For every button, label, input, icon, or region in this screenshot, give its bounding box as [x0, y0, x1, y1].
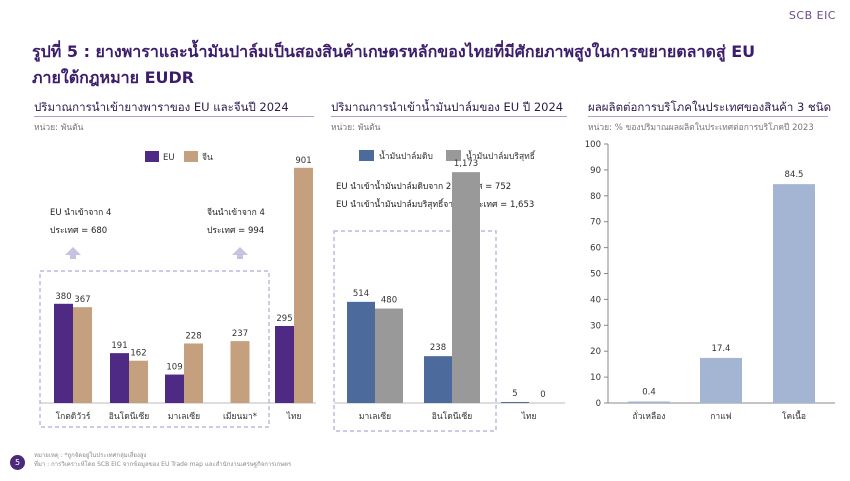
- bar-rubber-eu-1: [110, 353, 129, 403]
- y-tick-label-8: 80: [590, 192, 601, 202]
- value-label-rubber-china-3: 237: [232, 329, 248, 339]
- brand-logo: SCB EIC: [788, 9, 836, 22]
- legend-swatch-china: [184, 151, 198, 162]
- y-tick-label-0: 0: [596, 399, 601, 409]
- panel3-divider: [588, 116, 828, 117]
- annotation-china-line2: ประเทศ = 994: [207, 226, 264, 236]
- bar-palm-crude-2: [501, 402, 529, 403]
- bar-self-sufficiency-2: [773, 184, 815, 403]
- bar-rubber-eu-0: [54, 303, 73, 403]
- bar-self-sufficiency-1: [700, 357, 742, 403]
- y-tick-label-9: 90: [590, 166, 601, 176]
- category-label-palm-1: อินโดนีเซีย: [432, 411, 472, 422]
- value-label-rubber-eu-4: 295: [276, 314, 292, 324]
- category-label-rubber-2: มาเลเซีย: [168, 411, 200, 422]
- arrow-stem-eu: [70, 255, 76, 259]
- value-label-rubber-eu-1: 191: [111, 341, 127, 351]
- bar-rubber-china-2: [184, 343, 203, 403]
- bar-palm-crude-1: [424, 356, 452, 403]
- y-tick-label-10: 100: [585, 140, 601, 150]
- value-label-palm-refined-0: 480: [381, 296, 397, 306]
- value-label-rubber-china-4: 901: [295, 156, 311, 166]
- panel1-divider: [34, 116, 314, 117]
- category-label-self-sufficiency-0: ถั่วเหลือง: [633, 410, 666, 422]
- category-label-rubber-1: อินโดนีเซีย: [109, 411, 149, 422]
- y-tick-label-7: 70: [590, 218, 601, 228]
- highlight-box-rubber: [39, 270, 270, 428]
- panel3-title: ผลผลิตต่อการบริโภคในประเทศของสินค้า 3 ชน…: [588, 100, 832, 114]
- value-label-palm-crude-0: 514: [353, 289, 369, 299]
- page-title-line2: ภายใต้กฎหมาย EUDR: [32, 68, 195, 87]
- value-label-rubber-eu-2: 109: [166, 363, 182, 373]
- value-label-rubber-china-2: 228: [185, 331, 201, 341]
- bar-palm-refined-1: [452, 172, 480, 403]
- legend-label-crude: น้ำมันปาล์มดิบ: [379, 150, 433, 162]
- panel2-title: ปริมาณการนำเข้าน้ำมันปาล์มของ EU ปี 2024: [331, 100, 564, 114]
- legend-swatch-refined: [446, 150, 461, 161]
- category-label-rubber-3: เมียนมา*: [223, 411, 257, 422]
- bar-palm-refined-0: [375, 308, 403, 403]
- footnote-note: หมายเหตุ : *ถูกจัดอยู่ในประเทศกลุ่มเสี่ย…: [34, 452, 147, 459]
- page-title-line1: รูปที่ 5 : ยางพาราและน้ำมันปาล์มเป็นสองส…: [32, 42, 756, 61]
- value-label-palm-refined-2: 0: [540, 390, 545, 400]
- category-label-palm-2: ไทย: [521, 411, 537, 422]
- value-label-self-sufficiency-1: 17.4: [712, 344, 731, 354]
- annotation-china-line1: จีนนำเข้าจาก 4: [207, 207, 265, 218]
- arrow-up-eu-icon: [65, 247, 81, 255]
- category-label-rubber-4: ไทย: [286, 411, 302, 422]
- y-tick-label-1: 10: [590, 373, 601, 383]
- value-label-self-sufficiency-0: 0.4: [642, 388, 656, 398]
- value-label-rubber-china-0: 367: [74, 295, 90, 305]
- annotation-refined: EU นำเข้าน้ำมันปาล์มบริสุทธิ์จาก 2 ประเท…: [336, 198, 534, 210]
- y-tick-label-4: 40: [590, 295, 601, 305]
- bar-rubber-eu-2: [165, 374, 184, 403]
- bar-rubber-china-4: [294, 167, 313, 403]
- value-label-palm-crude-2: 5: [512, 389, 517, 399]
- bar-rubber-china-3: [230, 341, 250, 403]
- category-label-rubber-0: โกตดิวัวร์: [56, 411, 91, 422]
- legend-label-refined: น้ำมันปาล์มบริสุทธิ์: [466, 150, 536, 162]
- legend-swatch-crude: [359, 150, 374, 161]
- legend-rubber: EU จีน: [145, 151, 213, 163]
- y-tick-label-6: 60: [590, 244, 601, 254]
- footnote-source: ที่มา : การวิเคราะห์โดย SCB EIC จากข้อมู…: [34, 461, 292, 468]
- panel2-unit: หน่วย: พันตัน: [331, 123, 381, 133]
- highlight-box-palm: [333, 230, 497, 432]
- panel2-divider: [331, 116, 567, 117]
- panel1-title: ปริมาณการนำเข้ายางพาราของ EU และจีนปี 20…: [34, 100, 289, 114]
- bar-rubber-china-1: [129, 360, 148, 403]
- value-label-rubber-eu-0: 380: [55, 292, 71, 302]
- category-label-palm-0: มาเลเซีย: [359, 411, 391, 422]
- bar-rubber-eu-4: [275, 325, 294, 403]
- value-label-self-sufficiency-2: 84.5: [785, 170, 804, 180]
- y-tick-label-5: 50: [590, 270, 601, 280]
- category-label-self-sufficiency-2: โคเนื้อ: [782, 410, 806, 422]
- legend-label-eu: EU: [163, 153, 175, 163]
- bar-self-sufficiency-0: [628, 401, 670, 403]
- category-label-self-sufficiency-1: กาแฟ: [710, 412, 731, 422]
- legend-swatch-eu: [145, 151, 159, 162]
- legend-label-china: จีน: [202, 152, 213, 163]
- bar-rubber-china-0: [73, 307, 92, 403]
- panel1-unit: หน่วย: พันตัน: [34, 123, 84, 133]
- value-label-rubber-china-1: 162: [130, 349, 146, 359]
- value-label-palm-refined-1: 1,173: [454, 159, 478, 169]
- panel3-unit: หน่วย: % ของปริมาณผลผลิตในประเทศต่อการบร…: [588, 123, 814, 133]
- annotation-eu-line1: EU นำเข้าจาก 4: [50, 207, 111, 218]
- arrow-stem-china: [237, 255, 243, 259]
- arrow-up-china-icon: [232, 247, 248, 255]
- y-tick-label-2: 20: [590, 347, 601, 357]
- value-label-palm-crude-1: 238: [430, 343, 446, 353]
- annotation-eu-line2: ประเทศ = 680: [50, 226, 107, 236]
- bar-palm-crude-0: [347, 301, 375, 403]
- page-number-badge: 5: [10, 455, 25, 470]
- y-tick-label-3: 30: [590, 321, 601, 331]
- legend-palm: น้ำมันปาล์มดิบ น้ำมันปาล์มบริสุทธิ์: [359, 150, 536, 162]
- footnote: หมายเหตุ : *ถูกจัดอยู่ในประเทศกลุ่มเสี่ย…: [34, 451, 291, 469]
